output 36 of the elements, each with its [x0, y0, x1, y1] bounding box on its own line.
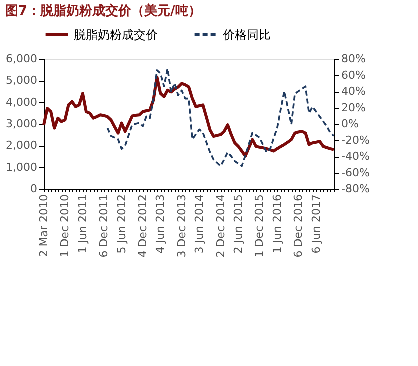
- y2-tick-label: -80%: [342, 182, 370, 196]
- y-tick-label: 0: [30, 182, 38, 196]
- y2-tick-label: -20%: [342, 134, 370, 147]
- x-tick-label: 4 Dec 2012: [136, 194, 150, 258]
- x-tick-label: 2 Dec 2014: [214, 194, 228, 258]
- y-tick-label: 4,000: [6, 96, 38, 109]
- y2-tick-label: 20%: [342, 101, 366, 114]
- x-tick-label: 6 Jun 2017: [310, 194, 323, 254]
- x-tick-label: 3 Dec 2013: [175, 194, 188, 258]
- legend-label: 脱脂奶粉成交价: [74, 28, 158, 42]
- x-tick-label: 1 Jun 2011: [76, 194, 90, 254]
- x-tick-label: 1 Dec 2010: [58, 194, 72, 258]
- line-series: [42, 76, 336, 158]
- chart-title: 图7：脱脂奶粉成交价（美元/吨）: [6, 3, 202, 19]
- y-tick-label: 1,000: [6, 160, 38, 174]
- y2-tick-label: -60%: [342, 166, 370, 180]
- x-tick-label: 2 Jun 2015: [232, 194, 246, 254]
- line-series: [106, 68, 335, 168]
- x-tick-label: 2 Mar 2010: [38, 194, 50, 258]
- y2-tick-label: -40%: [342, 150, 370, 163]
- y-tick-label: 2,000: [6, 139, 38, 152]
- x-tick-label: 4 Jun 2013: [154, 194, 168, 254]
- y-tick-label: 5,000: [6, 74, 38, 88]
- y-tick-label: 3,000: [6, 118, 38, 130]
- y2-tick-label: 60%: [342, 68, 366, 82]
- x-tick-label: 1 Dec 2015: [253, 194, 266, 258]
- x-tick-label: 6 Dec 2016: [292, 194, 306, 258]
- x-tick-label: 3 Jun 2014: [193, 194, 206, 254]
- legend-label: 价格同比: [222, 28, 271, 42]
- x-tick-label: 5 Jun 2012: [115, 194, 128, 254]
- y2-tick-label: 80%: [342, 52, 366, 66]
- y2-tick-label: 0%: [342, 118, 359, 130]
- y-tick-label: 6,000: [6, 52, 38, 66]
- x-tick-label: 1 Jun 2016: [270, 194, 284, 254]
- x-tick-label: 6 Dec 2011: [98, 194, 111, 258]
- y2-tick-label: 40%: [342, 85, 366, 98]
